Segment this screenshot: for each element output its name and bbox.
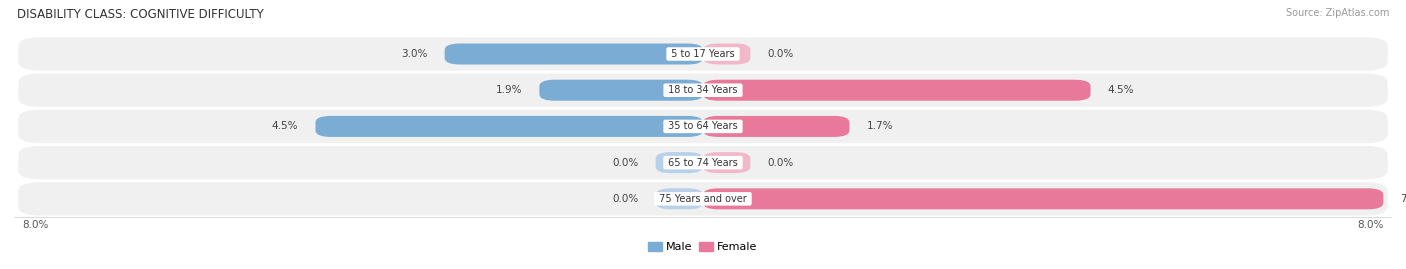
Text: DISABILITY CLASS: COGNITIVE DIFFICULTY: DISABILITY CLASS: COGNITIVE DIFFICULTY [17,8,263,21]
Text: 3.0%: 3.0% [401,49,427,59]
Text: 65 to 74 Years: 65 to 74 Years [665,158,741,168]
FancyBboxPatch shape [18,110,1388,143]
FancyBboxPatch shape [444,44,703,65]
Text: 1.7%: 1.7% [866,121,893,132]
FancyBboxPatch shape [18,146,1388,179]
Text: Source: ZipAtlas.com: Source: ZipAtlas.com [1285,8,1389,18]
FancyBboxPatch shape [703,44,751,65]
Text: 35 to 64 Years: 35 to 64 Years [665,121,741,132]
FancyBboxPatch shape [18,37,1388,71]
FancyBboxPatch shape [703,80,1091,101]
FancyBboxPatch shape [703,152,751,173]
FancyBboxPatch shape [315,116,703,137]
Text: 18 to 34 Years: 18 to 34 Years [665,85,741,95]
Text: 5 to 17 Years: 5 to 17 Years [668,49,738,59]
FancyBboxPatch shape [703,116,849,137]
FancyBboxPatch shape [18,182,1388,215]
FancyBboxPatch shape [703,188,1384,209]
Text: 0.0%: 0.0% [768,158,794,168]
Text: 8.0%: 8.0% [22,220,49,230]
FancyBboxPatch shape [18,73,1388,107]
Text: 4.5%: 4.5% [271,121,298,132]
Text: 7.9%: 7.9% [1400,194,1406,204]
FancyBboxPatch shape [540,80,703,101]
Text: 8.0%: 8.0% [1357,220,1384,230]
Text: 4.5%: 4.5% [1108,85,1135,95]
FancyBboxPatch shape [655,188,703,209]
Text: 0.0%: 0.0% [768,49,794,59]
Text: 0.0%: 0.0% [612,158,638,168]
FancyBboxPatch shape [655,152,703,173]
Legend: Male, Female: Male, Female [644,237,762,256]
Text: 75 Years and over: 75 Years and over [657,194,749,204]
Text: 0.0%: 0.0% [612,194,638,204]
Text: 1.9%: 1.9% [496,85,522,95]
